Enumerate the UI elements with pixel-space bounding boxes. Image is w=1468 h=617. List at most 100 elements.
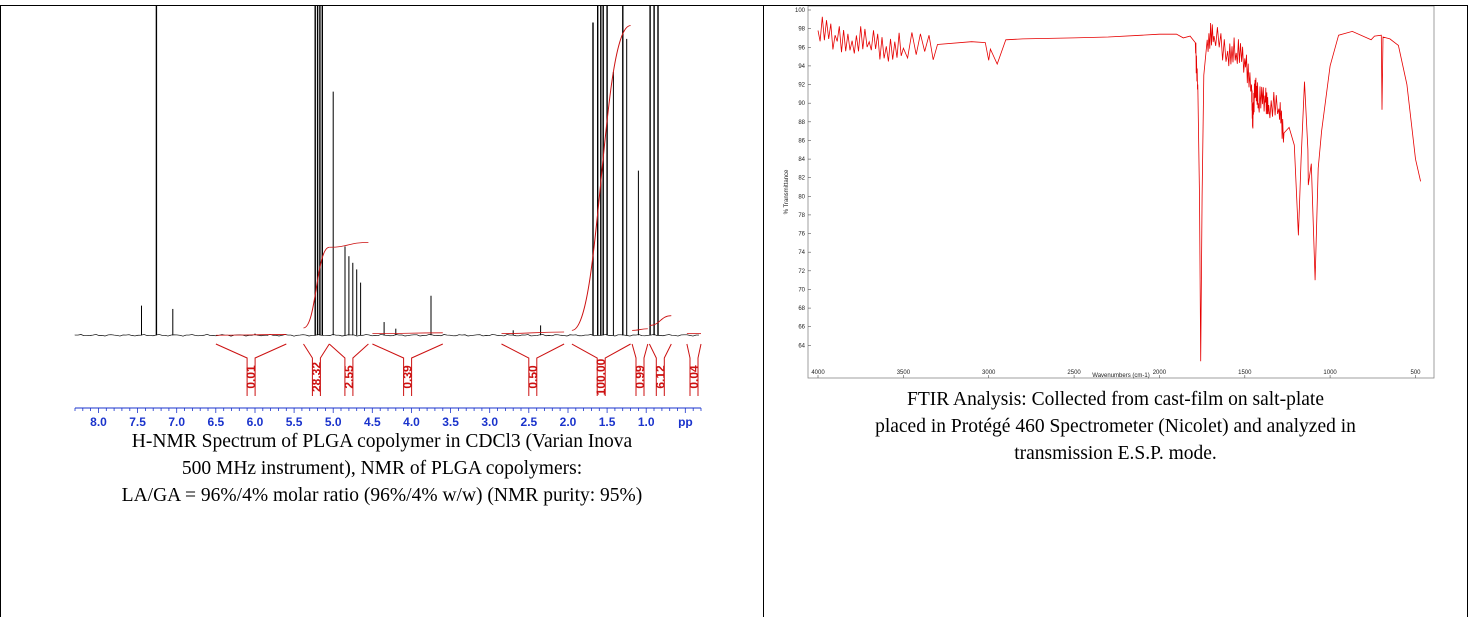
ftir-y-tick-label: 68 <box>798 306 805 312</box>
table-top-border <box>0 5 1468 6</box>
ftir-x-tick-label: 500 <box>1410 370 1421 376</box>
ftir-y-tick-label: 66 <box>798 325 805 331</box>
nmr-integral-bracket: 6.12 <box>648 343 672 396</box>
nmr-axis-tick-label: 6.0 <box>247 415 264 428</box>
nmr-axis-tick-label: 4.5 <box>364 415 381 428</box>
nmr-integral-bracket: 0.39 <box>372 343 444 396</box>
ftir-spectrum-chart: 64 66 68 70 72 74 76 78 80 82 84 86 88 90 92 94 96 98 100 4… <box>784 6 1435 379</box>
nmr-caption-line: 500 MHz instrument), NMR of PLGA copolym… <box>181 458 583 479</box>
nmr-integral-trace <box>632 328 648 331</box>
ftir-y-axis-label: % Transmittance <box>784 169 790 214</box>
nmr-spectrum-layer <box>74 6 701 337</box>
ftir-x-tick-label: 1500 <box>1238 370 1252 376</box>
nmr-integral-bracket: 2.55 <box>328 343 369 396</box>
nmr-integral-label: 6.12 <box>653 365 667 389</box>
nmr-integral-label: 28.32 <box>309 362 323 392</box>
ftir-x-tick-label: 3500 <box>897 370 911 376</box>
nmr-integrals-layer: 0.01 28.32 2.55 0.39 0.50 100.00 0.99 6.12 0.04 <box>215 343 702 396</box>
nmr-integral-bracket: 0.01 <box>215 343 287 396</box>
ftir-x-tick-label: 1000 <box>1323 370 1337 376</box>
nmr-integral-bracket-lines <box>372 343 444 396</box>
ftir-x-tick-label: 2500 <box>1067 370 1081 376</box>
nmr-integral-bracket-lines <box>328 343 369 396</box>
nmr-integral-bracket-lines <box>571 343 631 396</box>
nmr-axis-tick-label: 7.5 <box>129 415 146 428</box>
nmr-integral-bracket: 0.50 <box>501 343 565 396</box>
nmr-axis-tick-label: 2.5 <box>521 415 538 428</box>
nmr-integral-trace <box>303 246 330 329</box>
ftir-x-tick-label: 4000 <box>811 370 825 376</box>
ftir-x-tick-label: 3000 <box>982 370 996 376</box>
ftir-y-tick-label: 80 <box>798 194 805 200</box>
nmr-integral-bracket: 0.99 <box>631 343 649 396</box>
nmr-integral-trace <box>215 334 287 336</box>
nmr-caption-line: LA/GA = 96%/4% molar ratio (96%/4% w/w) … <box>121 485 643 506</box>
table-middle-border <box>763 5 764 617</box>
ftir-axes-layer: 64 66 68 70 72 74 76 78 80 82 84 86 88 90 92 94 96 98 100 4… <box>784 8 1421 379</box>
nmr-integral-bracket-lines <box>215 343 287 396</box>
ftir-y-tick-label: 92 <box>798 83 805 89</box>
ftir-figure-cell: 64 66 68 70 72 74 76 78 80 82 84 86 88 90 92 94 96 98 100 4… <box>764 6 1467 617</box>
ftir-y-tick-label: 76 <box>798 232 805 238</box>
ftir-caption-line: placed in Protégé 460 Spectrometer (Nico… <box>875 416 1356 437</box>
ftir-plot-frame <box>807 6 1435 379</box>
ftir-y-tick-label: 74 <box>798 250 805 256</box>
ftir-y-tick-label: 86 <box>798 138 805 144</box>
nmr-integral-bracket-lines <box>631 343 649 396</box>
nmr-integral-label: 0.99 <box>633 365 647 389</box>
ftir-spectrum-line <box>817 16 1421 362</box>
table-left-border <box>0 5 1 617</box>
ftir-x-axis-label: Wavenumbers (cm-1) <box>1092 373 1149 379</box>
nmr-integral-bracket-lines <box>303 343 330 396</box>
nmr-integral-bracket: 100.00 <box>571 343 631 396</box>
nmr-caption-line: H-NMR Spectrum of PLGA copolymer in CDCl… <box>131 431 633 452</box>
ftir-caption-line: FTIR Analysis: Collected from cast-film … <box>906 389 1324 410</box>
ftir-y-tick-label: 88 <box>798 120 805 126</box>
ftir-caption-line: transmission E.S.P. mode. <box>1014 443 1217 464</box>
ftir-x-tick-label: 2000 <box>1153 370 1167 376</box>
nmr-axis-tick-label: 2.0 <box>560 415 577 428</box>
nmr-axis-tick-label: 3.5 <box>442 415 459 428</box>
nmr-axis-tick-label: 5.0 <box>325 415 342 428</box>
ftir-y-tick-label: 84 <box>798 157 805 163</box>
nmr-axis-layer: 8.0 7.5 7.0 6.5 6.0 5.5 5.0 4.5 4.0 3.5 3.0 2.5 2.0 1… <box>74 407 702 428</box>
nmr-axis-tick-label: 6.5 <box>208 415 225 428</box>
ftir-y-tick-label: 64 <box>798 343 805 349</box>
nmr-integral-label: 0.04 <box>687 365 701 389</box>
nmr-integral-label: 0.01 <box>244 365 258 389</box>
ftir-y-tick-label: 94 <box>798 64 805 70</box>
nmr-integral-bracket: 0.04 <box>686 343 702 396</box>
ftir-y-tick-label: 96 <box>798 45 805 51</box>
nmr-axis-tick-label: 1.0 <box>638 415 655 428</box>
nmr-integral-bracket-lines <box>648 343 672 396</box>
nmr-integral-bracket-lines <box>501 343 565 396</box>
nmr-axis-tick-label: 7.0 <box>168 415 185 428</box>
ftir-line-layer <box>817 16 1421 362</box>
nmr-axis-tick-label: 3.0 <box>481 415 498 428</box>
nmr-integral-label: 0.39 <box>401 365 415 389</box>
nmr-integral-trace <box>372 332 443 335</box>
nmr-caption: H-NMR Spectrum of PLGA copolymer in CDCl… <box>1 428 763 509</box>
ftir-y-tick-label: 82 <box>798 176 805 182</box>
nmr-integral-bracket: 28.32 <box>303 343 330 396</box>
ftir-y-tick-label: 98 <box>798 27 805 33</box>
nmr-integral-bracket-lines <box>686 343 702 396</box>
nmr-spectrum-chart: 0.01 28.32 2.55 0.39 0.50 100.00 0.99 6.12 0.04 … <box>74 6 702 428</box>
ftir-y-tick-label: 90 <box>798 101 805 107</box>
nmr-figure-cell: 0.01 28.32 2.55 0.39 0.50 100.00 0.99 6.12 0.04 … <box>1 6 763 617</box>
nmr-integral-label: 0.50 <box>526 365 540 389</box>
nmr-axis-tick-label: 4.0 <box>403 415 420 428</box>
nmr-baseline <box>74 334 699 337</box>
ftir-y-tick-label: 100 <box>795 8 806 14</box>
nmr-axis-tick-label: 5.5 <box>286 415 303 428</box>
nmr-integral-trace <box>571 25 631 331</box>
ftir-y-tick-label: 78 <box>798 213 805 219</box>
nmr-axis-tick-label: 8.0 <box>90 415 107 428</box>
nmr-axis-tick-label: pp <box>678 415 693 428</box>
ftir-y-tick-label: 70 <box>798 288 805 294</box>
nmr-integral-trace <box>501 331 565 335</box>
ftir-y-tick-label: 72 <box>798 269 805 275</box>
nmr-axis-tick-label: 1.5 <box>599 415 616 428</box>
nmr-integral-trace <box>649 315 672 326</box>
nmr-integral-label: 100.00 <box>594 358 608 395</box>
